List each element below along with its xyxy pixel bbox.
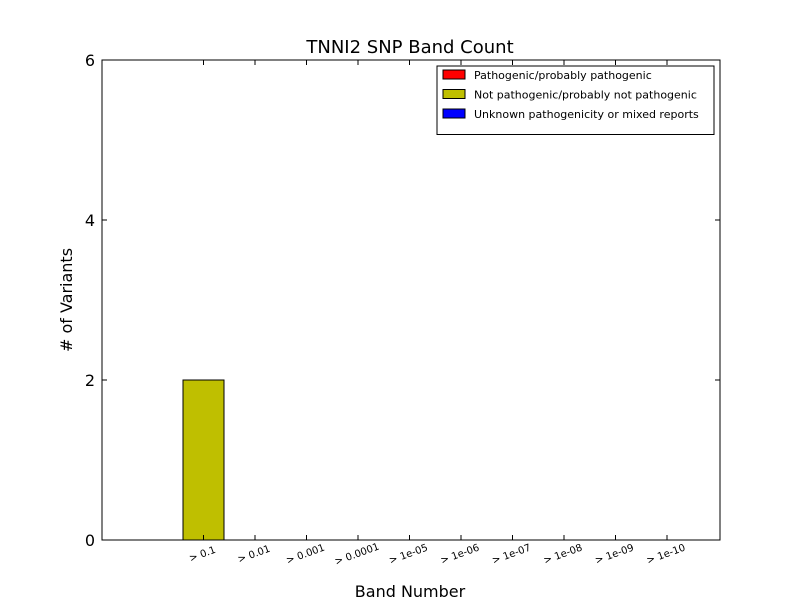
legend-label-2: Not pathogenic/probably not pathogenic bbox=[474, 89, 697, 102]
x-tick-label: > 1e-07 bbox=[491, 543, 533, 567]
y-tick-label: 0 bbox=[85, 531, 95, 550]
legend-swatch-1 bbox=[442, 69, 466, 80]
x-tick-label: > 0.1 bbox=[188, 545, 218, 565]
x-tick-label: > 1e-05 bbox=[388, 543, 430, 567]
bars-layer bbox=[182, 379, 225, 541]
legend-swatch-2 bbox=[442, 89, 466, 99]
y-tick-label: 4 bbox=[85, 211, 95, 230]
x-tick-label: > 0.01 bbox=[236, 544, 272, 566]
chart-title: TNNI2 SNP Band Count bbox=[305, 37, 513, 58]
bar-2-1 bbox=[182, 379, 225, 541]
legend-label-3: Unknown pathogenicity or mixed reports bbox=[474, 108, 699, 121]
y-axis-label: # of Variants bbox=[57, 248, 76, 352]
plot-frame bbox=[101, 59, 721, 541]
x-tick-label: > 1e-10 bbox=[645, 543, 687, 567]
x-tick-label: > 1e-08 bbox=[542, 543, 584, 567]
x-tick-label: > 0.001 bbox=[285, 543, 327, 567]
legend-label-1: Pathogenic/probably pathogenic bbox=[474, 69, 652, 82]
x-tick-label: > 1e-09 bbox=[594, 543, 636, 567]
x-tick-label: > 1e-06 bbox=[439, 543, 481, 567]
x-axis-label: Band Number bbox=[355, 582, 466, 600]
x-tick-label: > 0.0001 bbox=[333, 542, 381, 568]
legend: Pathogenic/probably pathogenic Not pathog… bbox=[436, 65, 715, 135]
y-tick-label: 2 bbox=[85, 371, 95, 390]
legend-swatch-3 bbox=[442, 108, 466, 119]
legend-box bbox=[436, 65, 715, 135]
y-tick-label: 6 bbox=[85, 51, 95, 70]
